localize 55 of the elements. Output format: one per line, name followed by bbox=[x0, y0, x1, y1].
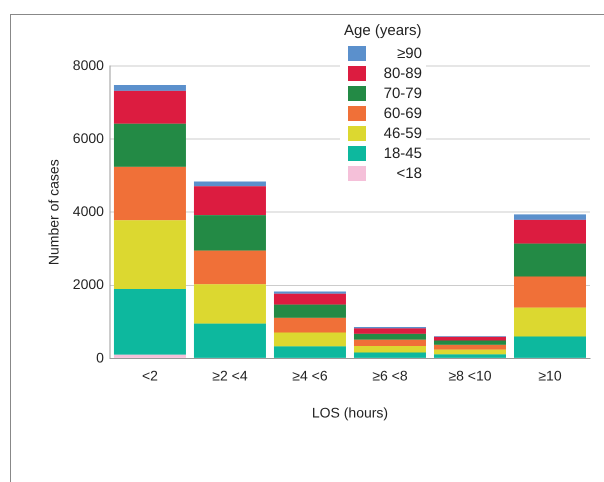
bar bbox=[114, 288, 186, 355]
bar bbox=[194, 215, 266, 251]
bar bbox=[274, 294, 346, 305]
bar bbox=[514, 308, 586, 336]
bar bbox=[194, 324, 266, 358]
bar bbox=[354, 334, 426, 340]
bar bbox=[514, 336, 586, 358]
bar bbox=[514, 220, 586, 244]
bar bbox=[434, 354, 506, 358]
bar bbox=[274, 332, 346, 346]
y-tick-label: 2000 bbox=[72, 276, 104, 292]
bar bbox=[434, 344, 506, 350]
legend-label: <18 bbox=[396, 164, 422, 182]
bar bbox=[354, 340, 426, 346]
x-tick-label: <2 bbox=[142, 368, 158, 384]
bar bbox=[114, 220, 186, 289]
x-tick-label: ≥2 <4 bbox=[212, 368, 248, 384]
y-tick-label: 6000 bbox=[72, 130, 104, 146]
legend-label: 18-45 bbox=[382, 144, 422, 162]
bar bbox=[354, 352, 426, 358]
x-tick-label: ≥6 <8 bbox=[372, 368, 408, 384]
y-tick-label: 8000 bbox=[72, 56, 104, 73]
bar bbox=[514, 276, 586, 308]
bar bbox=[194, 284, 266, 324]
bar bbox=[354, 328, 426, 334]
bar bbox=[274, 304, 346, 318]
legend-label: 70-79 bbox=[382, 84, 422, 102]
bar bbox=[194, 182, 266, 186]
bar bbox=[434, 350, 506, 354]
legend-label: 46-59 bbox=[382, 124, 422, 142]
bar bbox=[274, 346, 346, 358]
bar bbox=[114, 85, 186, 91]
bar bbox=[514, 244, 586, 277]
x-tick-label: ≥8 <10 bbox=[448, 368, 492, 384]
legend-title: Age (years) bbox=[344, 22, 422, 39]
x-tick-label: ≥10 bbox=[538, 368, 562, 384]
x-tick-label: ≥4 <6 bbox=[292, 368, 328, 384]
y-tick-label: 0 bbox=[96, 349, 104, 366]
bar bbox=[274, 318, 346, 332]
bar bbox=[114, 124, 186, 167]
y-axis-title: Number of cases bbox=[45, 159, 62, 266]
bar bbox=[434, 336, 506, 340]
bar bbox=[194, 186, 266, 216]
bar bbox=[194, 250, 266, 284]
bar bbox=[514, 214, 586, 220]
bar bbox=[114, 90, 186, 124]
legend-label: 80-89 bbox=[382, 64, 422, 82]
bar bbox=[354, 346, 426, 353]
x-axis-title: LOS (hours) bbox=[312, 404, 388, 420]
bar bbox=[434, 340, 506, 345]
bar bbox=[114, 354, 186, 358]
legend-label: ≥90 bbox=[396, 44, 422, 62]
y-tick-label: 4000 bbox=[72, 203, 104, 220]
bar bbox=[114, 166, 186, 220]
legend-label: 60-69 bbox=[382, 104, 422, 122]
